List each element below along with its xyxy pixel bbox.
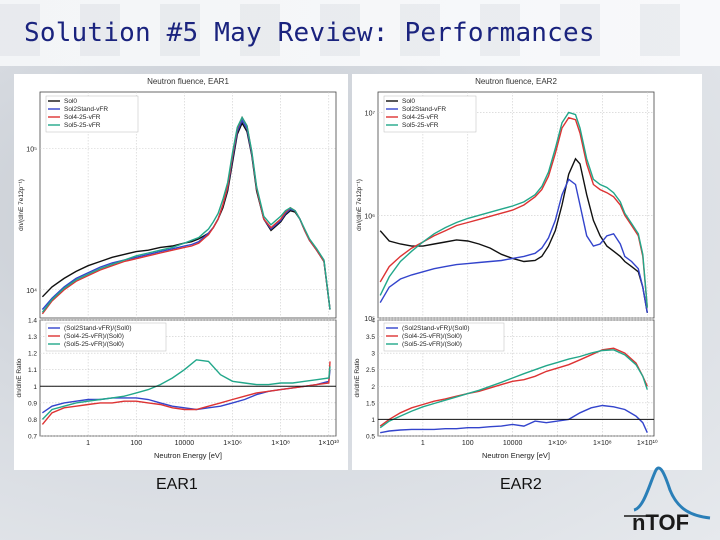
ear1-label: EAR1: [156, 476, 198, 493]
ear2-xtick-5: 1×10¹⁰: [637, 439, 658, 447]
ntof-logo: nTOF: [624, 466, 711, 532]
ear2-xtick-3: 1×10⁶: [548, 440, 567, 447]
ntof-logo-curve: [633, 466, 711, 520]
ear2-lower-ytick-7: 0.5: [366, 434, 375, 441]
ear2-lower-series-0: [380, 404, 648, 434]
ear1-lower-legend-box: [45, 322, 167, 352]
ear2-upper-ytick-2: 10⁵: [364, 316, 375, 323]
ear1-upper-series-0: [41, 121, 331, 310]
ear1-lower-ytick-2: 1.2: [28, 351, 37, 358]
ear1-lower-series-1: [41, 361, 331, 425]
ear2-upper-legend-label-2: Sol4-25-vFR: [402, 114, 439, 121]
ear2-upper-ytick-1: 10⁶: [364, 213, 375, 220]
ear2-xtick-2: 10000: [503, 440, 523, 447]
ear2-upper-legend-label-3: Sol5-25-vFR: [402, 122, 439, 129]
ear2-lower-legend-label-0: (Sol2Stand-vFR)/(Sol0): [402, 325, 470, 332]
ear1-upper-ylabel: dn/(dlnE 7e12p⁻¹): [18, 179, 25, 231]
ear2-lower-series-1: [379, 347, 648, 427]
ear2-xlabel: Neutron Energy [eV]: [482, 451, 550, 460]
ear2-lower-ytick-2: 3: [371, 351, 375, 358]
ear2-lower-ytick-5: 1.5: [366, 400, 375, 407]
ear2-upper-series-0: [379, 157, 648, 314]
ear2-lower-ylabel: dn/dlnE Ratio: [354, 358, 361, 397]
ear2-xtick-1: 100: [462, 440, 474, 447]
ear1-lower-ylabel: dn/dlnE Ratio: [16, 358, 23, 397]
ear2-upper-legend-label-0: Sol0: [402, 98, 415, 105]
ntof-logo-text: nTOF: [632, 510, 689, 532]
ear2-lower-legend-label-2: (Sol5-25-vFR)/(Sol0): [402, 341, 462, 348]
ear1-xtick-3: 1×10⁶: [223, 440, 242, 447]
ear1-lower-ytick-5: 0.9: [28, 400, 37, 407]
ear1-lower-ytick-4: 1: [33, 384, 37, 391]
ear1-upper-legend-label-3: Sol5-25-vFR: [64, 122, 101, 129]
ear2-lower-ytick-4: 2: [371, 384, 375, 391]
ear1-lower-ytick-1: 1.3: [28, 334, 37, 341]
ear2-upper-ylabel: dn/(dlnE 7e12p⁻¹): [356, 179, 363, 231]
ear2-xtick-4: 1×10⁸: [593, 440, 612, 447]
ear2-upper-series-1: [379, 178, 648, 314]
ear1-lower-legend-label-2: (Sol5-25-vFR)/(Sol0): [64, 341, 124, 348]
ear2-label: EAR2: [500, 476, 542, 493]
ear1-upper-ytick-1: 10⁴: [26, 288, 37, 295]
ear1-lower-ytick-0: 1.4: [28, 318, 37, 325]
chart-ear1: Neutron fluence, EAR1 10⁵ 10⁴ dn/(dlnE 7e12…: [16, 77, 339, 460]
ear2-lower-series-2: [379, 349, 648, 429]
chart-panel-ear1: Neutron fluence, EAR1 10⁵ 10⁴ dn/(dlnE 7e12…: [14, 74, 348, 470]
ear2-lower-ytick-3: 2.5: [366, 367, 375, 374]
ear2-upper-series-3: [379, 111, 648, 308]
ear2-upper-legend-label-1: Sol2Stand-vFR: [402, 106, 446, 113]
ear1-lower-ytick-6: 0.8: [28, 417, 37, 424]
chart-ear2: Neutron fluence, EAR2 10⁷ 10⁶ 10⁵ dn/(dlnE 7…: [354, 77, 658, 460]
ear2-chart-title: Neutron fluence, EAR2: [475, 77, 557, 86]
chart-panel-ear2: Neutron fluence, EAR2 10⁷ 10⁶ 10⁵ dn/(dlnE 7…: [352, 74, 702, 470]
ear1-xlabel: Neutron Energy [eV]: [154, 451, 222, 460]
ear1-upper-legend-label-2: Sol4-25-vFR: [64, 114, 101, 121]
ear2-lower-ytick-0: 4: [371, 318, 375, 325]
ear2-upper-legend-box: [383, 95, 477, 133]
ear1-lower-ytick-3: 1.1: [28, 367, 37, 374]
ear2-upper-series-2: [379, 116, 648, 308]
ear2-xtick-0: 1: [421, 440, 425, 447]
ear1-upper-ytick-0: 10⁵: [26, 147, 37, 154]
ear1-upper-legend-label-0: Sol0: [64, 98, 77, 105]
ear2-lower-ytick-6: 1: [371, 417, 375, 424]
ear1-upper-legend-box: [45, 95, 139, 133]
ear1-upper-legend-label-1: Sol2Stand-vFR: [64, 106, 108, 113]
ear1-xtick-2: 10000: [175, 440, 195, 447]
ear1-chart-title: Neutron fluence, EAR1: [147, 77, 229, 86]
ear1-xtick-0: 1: [86, 440, 90, 447]
ear2-lower-legend-box: [383, 322, 505, 352]
ear2-lower-legend-label-1: (Sol4-25-vFR)/(Sol0): [402, 333, 462, 340]
ear1-upper-series-3: [41, 115, 331, 313]
slide-title: Solution #5 May Review: Performances: [24, 18, 595, 48]
title-bar: Solution #5 May Review: Performances: [0, 0, 720, 66]
ear1-lower-series-2: [41, 359, 331, 420]
ear1-lower-ytick-7: 0.7: [28, 434, 37, 441]
ear1-xtick-5: 1×10¹⁰: [318, 439, 339, 447]
ear2-lower-ytick-1: 3.5: [366, 334, 375, 341]
ear1-xtick-4: 1×10⁸: [271, 440, 290, 447]
ear2-upper-ytick-0: 10⁷: [365, 111, 376, 118]
ear1-lower-legend-label-1: (Sol4-25-vFR)/(Sol0): [64, 333, 124, 340]
ear1-xtick-1: 100: [130, 440, 142, 447]
ear1-lower-legend-label-0: (Sol2Stand-vFR)/(Sol0): [64, 325, 132, 332]
